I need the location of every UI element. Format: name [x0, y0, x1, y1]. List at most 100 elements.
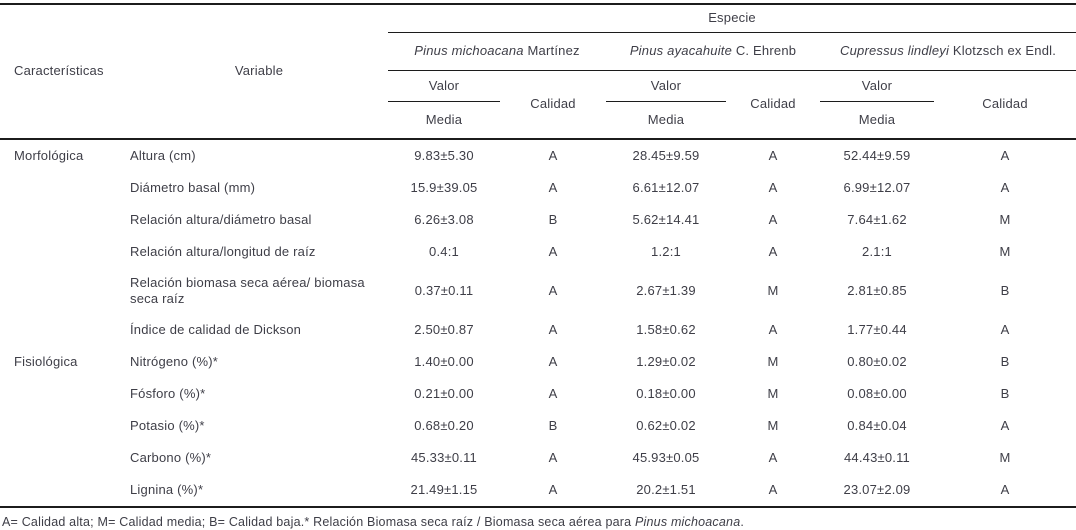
- variable-label: Carbono (%)*: [130, 449, 212, 465]
- calidad-value: A: [1000, 179, 1010, 195]
- calidad-value: A: [548, 449, 558, 465]
- calidad-header-3: Calidad: [934, 70, 1076, 140]
- calidad-value: A: [768, 321, 778, 337]
- variable-label: Potasio (%)*: [130, 417, 205, 433]
- media-value: 1.2:1: [651, 243, 681, 259]
- media-header-1: Media: [388, 101, 500, 140]
- calidad-value: A: [768, 481, 778, 497]
- media-value: 7.64±1.62: [847, 211, 907, 227]
- species-header-cupressus-lindleyi: Cupressus lindleyi Klotzsch ex Endl.: [820, 32, 1076, 71]
- table-row-lignina: Lignina (%)* 21.49±1.15 A 20.2±1.51 A 23…: [0, 474, 1076, 507]
- media-value: 5.62±14.41: [632, 211, 700, 227]
- col-header-especie: Especie: [388, 4, 1076, 33]
- calidad-value: A: [1000, 147, 1010, 163]
- media-header-2: Media: [606, 101, 726, 140]
- table-row-nitrogeno: Fisiológica Nitrógeno (%)* 1.40±0.00 A 1…: [0, 346, 1076, 378]
- calidad-value: A: [548, 147, 558, 163]
- table-row-carbono: Carbono (%)* 45.33±0.11 A 45.93±0.05 A 4…: [0, 442, 1076, 474]
- calidad-value: M: [999, 211, 1011, 227]
- calidad-value: A: [548, 321, 558, 337]
- species-header-pinus-michoacana: Pinus michoacana Martínez: [388, 32, 606, 71]
- valor-header-2: Valor: [606, 70, 726, 102]
- calidad-value: M: [999, 243, 1011, 259]
- calidad-value: M: [767, 417, 779, 433]
- footnote-end: .: [740, 515, 745, 529]
- table-row-potasio: Potasio (%)* 0.68±0.20 B 0.62±0.02 M 0.8…: [0, 410, 1076, 442]
- valor-header-1: Valor: [388, 70, 500, 102]
- col-header-caracteristicas: Características: [0, 4, 130, 140]
- table-row-relacion-altura-raiz: Relación altura/longitud de raíz 0.4:1 A…: [0, 236, 1076, 268]
- calidad-value: M: [767, 385, 779, 401]
- calidad-value: B: [548, 211, 558, 227]
- media-value: 0.08±0.00: [847, 385, 907, 401]
- species-epithet: Pinus michoacana: [414, 43, 524, 59]
- table-row-relacion-biomasa: Relación biomasa seca aérea/ biomasa sec…: [0, 268, 1076, 314]
- group-label: [0, 236, 130, 268]
- media-value: 6.26±3.08: [414, 211, 474, 227]
- calidad-value: M: [767, 282, 779, 298]
- footnote-species-italic: Pinus michoacana: [635, 515, 741, 529]
- variable-label: Índice de calidad de Dickson: [130, 321, 302, 337]
- group-label: [0, 314, 130, 346]
- media-value: 9.83±5.30: [414, 147, 474, 163]
- calidad-value: B: [1000, 385, 1010, 401]
- media-value: 44.43±0.11: [843, 449, 910, 465]
- calidad-value: A: [548, 179, 558, 195]
- media-value: 0.80±0.02: [847, 353, 907, 369]
- calidad-value: B: [1000, 353, 1010, 369]
- media-value: 2.81±0.85: [847, 282, 907, 298]
- group-label: [0, 204, 130, 236]
- media-value: 15.9±39.05: [410, 179, 478, 195]
- table-footnote: A= Calidad alta; M= Calidad media; B= Ca…: [0, 508, 1076, 530]
- calidad-value: A: [768, 449, 778, 465]
- calidad-value: B: [1000, 282, 1010, 298]
- calidad-value: M: [999, 449, 1011, 465]
- media-value: 21.49±1.15: [410, 481, 478, 497]
- media-value: 2.67±1.39: [636, 282, 696, 298]
- calidad-header-2: Calidad: [726, 70, 820, 140]
- media-value: 28.45±9.59: [632, 147, 700, 163]
- table-row-altura: Morfológica Altura (cm) 9.83±5.30 A 28.4…: [0, 139, 1076, 172]
- media-value: 0.18±0.00: [636, 385, 696, 401]
- media-header-3: Media: [820, 101, 934, 140]
- table-row-fosforo: Fósforo (%)* 0.21±0.00 A 0.18±0.00 M 0.0…: [0, 378, 1076, 410]
- calidad-value: A: [768, 147, 778, 163]
- calidad-value: A: [548, 353, 558, 369]
- calidad-value: A: [768, 179, 778, 195]
- group-label: [0, 410, 130, 442]
- media-value: 52.44±9.59: [843, 147, 911, 163]
- media-value: 1.40±0.00: [414, 353, 474, 369]
- calidad-header-1: Calidad: [500, 70, 606, 140]
- valor-header-3: Valor: [820, 70, 934, 102]
- calidad-value: A: [768, 211, 778, 227]
- variable-label: Altura (cm): [130, 147, 196, 163]
- table-row-indice-dickson: Índice de calidad de Dickson 2.50±0.87 A…: [0, 314, 1076, 346]
- media-value: 1.77±0.44: [847, 321, 907, 337]
- variable-label: Lignina (%)*: [130, 481, 204, 497]
- media-value: 6.99±12.07: [843, 179, 911, 195]
- variable-label: Relación altura/longitud de raíz: [130, 243, 316, 259]
- media-value: 0.84±0.04: [847, 417, 907, 433]
- media-value: 6.61±12.07: [632, 179, 700, 195]
- calidad-value: B: [548, 417, 558, 433]
- calidad-value: A: [1000, 481, 1010, 497]
- variable-label: Nitrógeno (%)*: [130, 353, 219, 369]
- species-epithet: Pinus ayacahuite: [629, 43, 733, 59]
- media-value: 0.37±0.11: [414, 282, 474, 298]
- media-value: 23.07±2.09: [843, 481, 911, 497]
- group-label: [0, 172, 130, 204]
- media-value: 1.58±0.62: [636, 321, 696, 337]
- variable-label: Diámetro basal (mm): [130, 179, 256, 195]
- calidad-value: A: [1000, 417, 1010, 433]
- table-row-relacion-altura-diametro: Relación altura/diámetro basal 6.26±3.08…: [0, 204, 1076, 236]
- group-label: [0, 474, 130, 507]
- species-author: Klotzsch ex Endl.: [952, 43, 1057, 59]
- footnote-text: A= Calidad alta; M= Calidad media; B= Ca…: [2, 515, 635, 529]
- media-value: 0.68±0.20: [414, 417, 474, 433]
- media-value: 1.29±0.02: [636, 353, 696, 369]
- group-label: Fisiológica: [14, 353, 78, 369]
- calidad-value: A: [548, 481, 558, 497]
- group-label: [0, 442, 130, 474]
- calidad-value: A: [768, 243, 778, 259]
